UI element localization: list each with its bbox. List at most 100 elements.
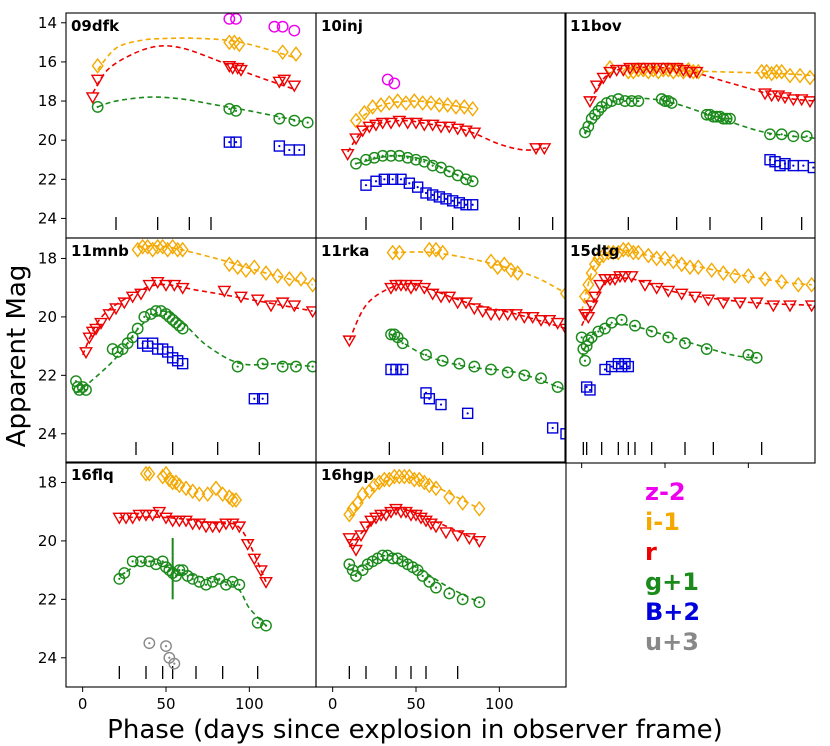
data-point-B — [386, 173, 399, 186]
data-point-i — [166, 474, 179, 491]
fit-curve-i — [97, 37, 297, 71]
data-point-i — [159, 465, 173, 482]
data-point-g — [80, 384, 92, 396]
data-point-g — [436, 354, 449, 367]
data-point-g — [724, 112, 736, 125]
data-point-center — [464, 178, 468, 181]
data-point-r — [417, 282, 432, 295]
data-point-i — [632, 244, 645, 261]
y-tick-label: 16 — [38, 53, 57, 71]
legend-entry: i-1 — [645, 508, 680, 536]
data-point-center — [154, 563, 158, 566]
data-point-r — [185, 518, 200, 531]
data-point-g — [170, 570, 182, 582]
data-point-r — [145, 509, 160, 522]
data-point-center — [464, 203, 468, 206]
data-point-center — [441, 359, 444, 362]
data-point-center — [261, 362, 264, 365]
data-point-g — [118, 567, 131, 579]
data-point-center — [448, 592, 451, 595]
data-point-g — [579, 354, 591, 367]
data-point-B — [584, 384, 596, 396]
legend-entry: u+3 — [645, 628, 699, 656]
data-point-center — [580, 336, 583, 339]
data-point-center — [236, 365, 239, 368]
data-point-center — [231, 580, 234, 583]
data-point-g — [256, 357, 269, 370]
data-point-i — [223, 256, 236, 273]
data-point-r — [616, 64, 631, 77]
data-point-center — [84, 388, 88, 392]
data-point-r — [287, 300, 302, 313]
data-point-center — [755, 356, 758, 359]
data-point-r — [623, 62, 637, 75]
data-point-i — [582, 276, 595, 293]
data-point-center — [123, 571, 126, 575]
data-point-center — [389, 333, 393, 336]
panel-11mnb — [65, 237, 317, 464]
data-point-i — [717, 265, 730, 281]
data-point-center — [633, 324, 637, 327]
data-point-i — [424, 95, 438, 111]
data-point-B — [370, 175, 382, 187]
data-point-i — [458, 99, 471, 115]
data-point-i — [705, 262, 718, 279]
panel-11rka — [315, 237, 567, 464]
data-point-g — [585, 331, 598, 344]
data-point-g — [582, 334, 595, 347]
data-point-r — [688, 291, 702, 304]
data-point-center — [131, 336, 134, 339]
data-point-g — [276, 360, 289, 373]
data-point-i — [504, 262, 518, 279]
data-point-r — [629, 62, 644, 75]
data-point-i — [373, 474, 386, 491]
data-point-g — [410, 153, 422, 166]
data-point-i — [388, 468, 401, 485]
data-point-center — [792, 135, 795, 138]
data-point-r — [132, 509, 147, 522]
data-point-g — [220, 578, 232, 591]
data-point-i — [259, 265, 273, 281]
data-point-r — [277, 74, 292, 87]
data-point-r — [649, 282, 664, 295]
data-point-center — [311, 365, 314, 368]
data-point-B — [426, 189, 439, 201]
data-point-center — [228, 107, 231, 110]
data-point-center — [506, 371, 509, 374]
data-point-center — [461, 598, 464, 601]
data-point-i — [393, 468, 406, 485]
data-point-z — [276, 20, 289, 33]
fit-curve-r — [347, 119, 547, 153]
data-point-center — [627, 365, 630, 368]
data-point-B — [615, 360, 628, 373]
data-point-i — [399, 95, 413, 111]
data-point-r — [542, 314, 557, 327]
data-point-B — [580, 381, 593, 393]
data-point-center — [228, 141, 231, 144]
data-point-center — [416, 186, 419, 189]
data-point-i — [166, 238, 179, 255]
panel-frame — [564, 12, 816, 239]
data-point-center — [256, 621, 259, 624]
data-point-r — [434, 291, 448, 304]
data-point-r — [232, 521, 247, 534]
data-point-center — [539, 377, 543, 380]
data-point-g — [401, 151, 414, 164]
data-point-i — [436, 244, 449, 261]
data-point-g — [135, 555, 147, 568]
data-point-center — [728, 117, 732, 120]
data-point-i — [343, 506, 356, 523]
data-point-i — [143, 465, 156, 482]
data-point-center — [143, 315, 146, 318]
data-point-i — [368, 477, 381, 494]
data-point-g — [720, 112, 733, 125]
data-point-i — [346, 500, 359, 517]
data-point-g — [600, 97, 613, 109]
data-point-center — [597, 330, 600, 333]
data-point-center — [383, 178, 386, 181]
data-point-i — [91, 57, 104, 74]
data-point-r — [139, 509, 153, 522]
data-point-i — [418, 474, 431, 491]
data-point-r — [581, 312, 596, 325]
